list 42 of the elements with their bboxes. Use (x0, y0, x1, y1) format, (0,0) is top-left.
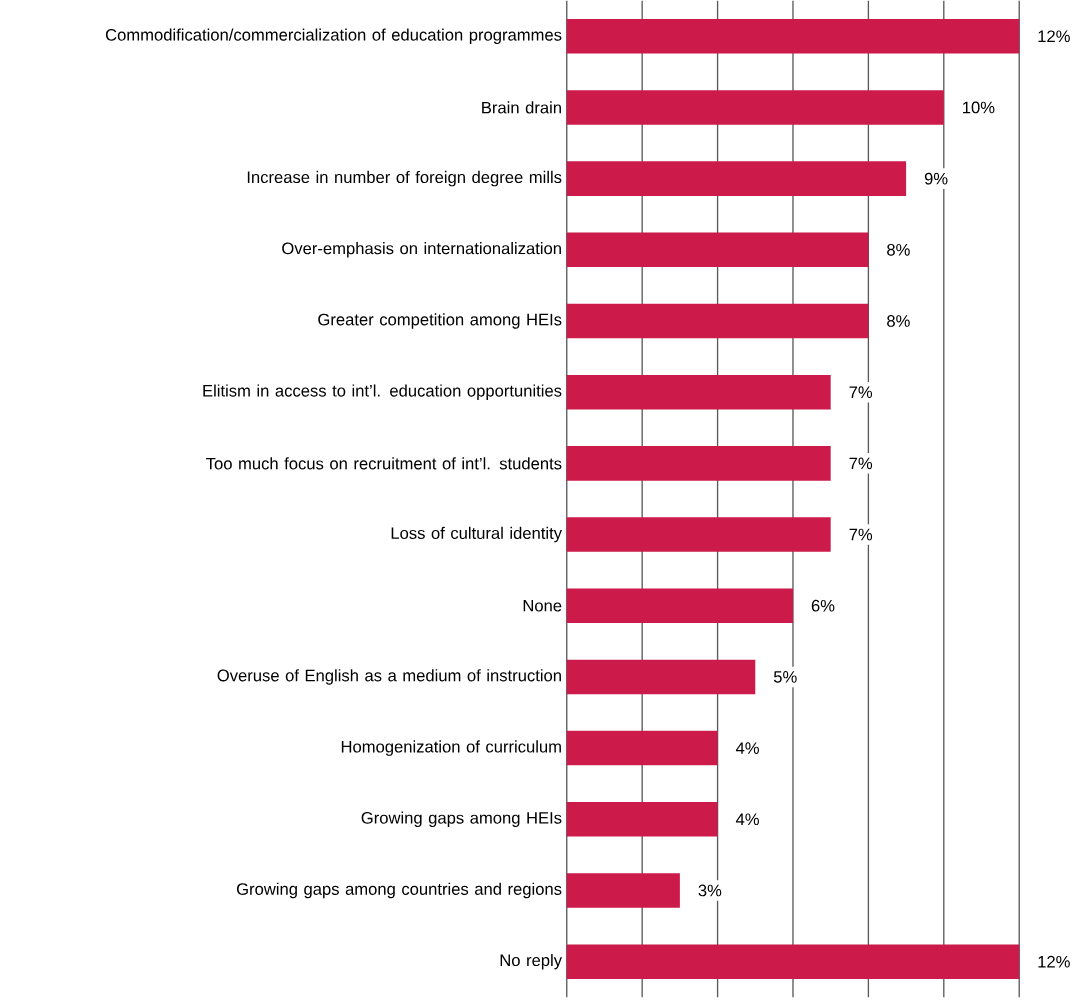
bar (566, 89, 944, 125)
bar (566, 801, 718, 837)
data-label: 10% (963, 101, 995, 114)
y-tick-label: Brain drain (482, 101, 561, 114)
bar (566, 232, 869, 267)
bar (566, 303, 869, 339)
y-tick-label: Increase in number of foreign degree mills (247, 170, 562, 187)
data-label: 3% (698, 884, 722, 897)
y-tick-label: No reply (500, 953, 563, 970)
data-label: 8% (887, 314, 910, 327)
data-label: 7% (849, 386, 873, 398)
bar (566, 18, 1020, 54)
data-label: 12% (1038, 955, 1070, 968)
y-tick-label: Growing gaps among HEIs (361, 811, 562, 827)
bar (566, 944, 1020, 979)
y-tick-label: Over-emphasis on internationalization (282, 241, 561, 258)
y-tick-label: Overuse of English as a medium of instruction (217, 668, 561, 685)
y-tick-label: Greater competition among HEIs (318, 313, 562, 329)
bar (566, 517, 831, 552)
y-tick-label: Growing gaps among countries and regions (236, 882, 562, 899)
data-label: 5% (773, 670, 797, 683)
data-label: 9% (924, 172, 948, 185)
data-label: 8% (887, 243, 910, 256)
data-label: 4% (735, 742, 759, 754)
bar (566, 374, 831, 410)
bar (566, 730, 718, 766)
data-label: 6% (811, 599, 835, 612)
data-label: 7% (849, 457, 873, 470)
y-tick-label: Homogenization of curriculum (341, 740, 561, 756)
y-tick-label: Elitism in access to int’l. education opportunities (203, 384, 562, 400)
data-label: 12% (1038, 30, 1070, 42)
y-tick-label: Loss of cultural identity (391, 526, 562, 543)
bar (566, 445, 831, 481)
bar (566, 161, 907, 196)
data-label: 4% (735, 813, 759, 825)
bar (566, 873, 680, 908)
y-tick-label: Commodification/commercialization of education programmes (105, 28, 562, 44)
y-tick-label: Too much focus on recruitment of int’l. students (206, 457, 562, 470)
y-tick-label: None (523, 599, 562, 612)
bar (566, 659, 756, 695)
bar (566, 588, 793, 623)
data-label: 7% (849, 528, 873, 541)
